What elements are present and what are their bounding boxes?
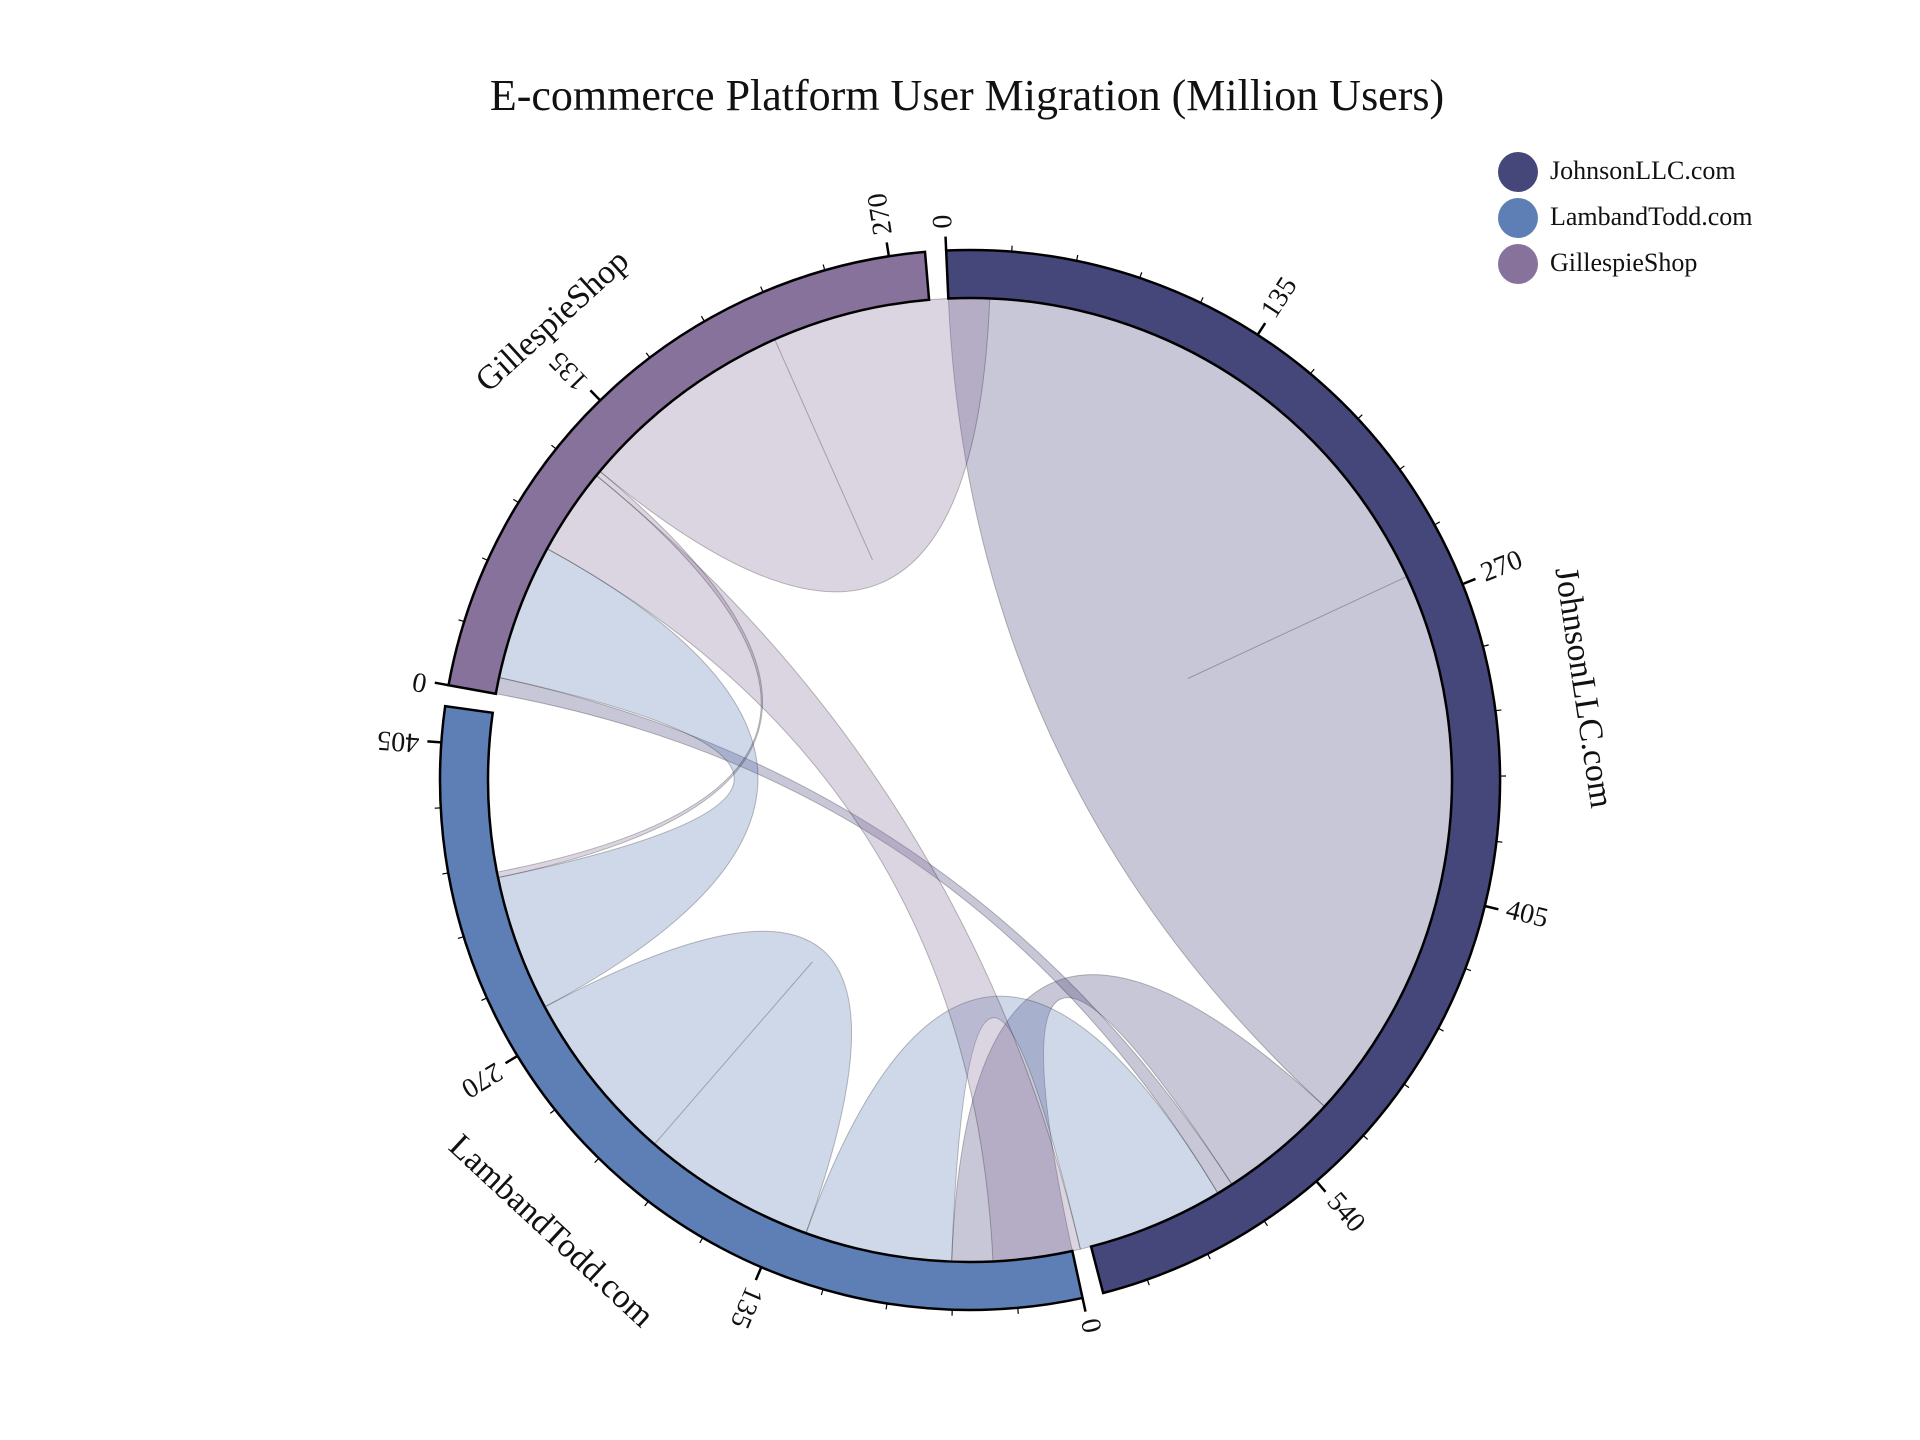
minor-tick: [1482, 644, 1489, 647]
tick-label: 135: [1255, 272, 1304, 324]
minor-tick: [700, 315, 705, 322]
minor-tick: [760, 286, 764, 293]
minor-tick: [822, 264, 826, 271]
ribbons-layer: [495, 297, 1453, 1263]
minor-tick: [594, 1157, 600, 1164]
minor-tick: [458, 619, 465, 623]
chart-title: E-commerce Platform User Migration (Mill…: [490, 71, 1444, 120]
minor-tick: [1206, 1253, 1211, 1260]
major-tick: [885, 242, 891, 257]
minor-tick: [513, 498, 519, 504]
minor-tick: [820, 1289, 824, 1296]
major-tick: [1484, 904, 1499, 911]
minor-tick: [481, 997, 488, 1001]
legend-label-GillespieShop: GillespieShop: [1550, 248, 1697, 277]
tick-label: 540: [1321, 1186, 1372, 1238]
major-tick: [1081, 1297, 1087, 1312]
ribbon-JohnsonLLC.com-to-JohnsonLLC.com: [947, 297, 1453, 1108]
minor-tick: [1496, 840, 1503, 843]
ribbon-GillespieShop-to-JohnsonLLC.com: [546, 474, 1081, 1262]
minor-tick: [457, 936, 464, 940]
minor-tick: [1403, 1083, 1410, 1089]
arcs-layer: [438, 248, 1502, 1312]
major-tick: [427, 740, 442, 744]
major-tick: [754, 1266, 763, 1281]
major-tick: [1315, 1180, 1327, 1193]
major-tick: [434, 681, 449, 687]
legend-label-JohnsonLLC.com: JohnsonLLC.com: [1550, 156, 1736, 185]
minor-tick: [1495, 709, 1502, 712]
legend: JohnsonLLC.com LambandTodd.com GillespieSh…: [1498, 152, 1753, 284]
group-arc-LambandTodd.com: [438, 704, 1085, 1312]
group-arc-JohnsonLLC.com: [944, 248, 1502, 1295]
minor-tick: [551, 444, 557, 450]
tick-label: 405: [376, 724, 420, 758]
minor-tick: [699, 1237, 704, 1244]
minor-tick: [645, 352, 651, 358]
legend-swatch-GillespieShop: [1498, 244, 1538, 284]
minor-tick: [1362, 1134, 1369, 1140]
tick-label: 0: [410, 666, 429, 699]
tick-label: 0: [1074, 1316, 1107, 1336]
legend-swatch-JohnsonLLC.com: [1498, 152, 1538, 192]
minor-tick: [549, 1109, 556, 1114]
tick-label: 270: [862, 191, 899, 237]
tick-label: 135: [724, 1282, 769, 1333]
minor-tick: [1399, 465, 1405, 470]
tick-label: 405: [1503, 894, 1551, 934]
minor-tick: [1434, 521, 1441, 526]
tick-label: 135: [543, 345, 595, 397]
major-tick: [504, 1054, 519, 1065]
major-tick: [1462, 577, 1476, 586]
minor-tick: [1139, 272, 1143, 279]
group-arc-GillespieShop: [447, 250, 931, 696]
tick-label: 270: [1476, 544, 1526, 588]
tick-label: 0: [927, 214, 959, 229]
minor-tick: [1017, 1307, 1019, 1314]
tick-label: 270: [456, 1056, 508, 1104]
major-tick: [944, 236, 948, 251]
minor-tick: [1263, 1220, 1269, 1227]
legend-swatch-LambandTodd.com: [1498, 198, 1538, 238]
minor-tick: [481, 557, 488, 561]
minor-tick: [442, 872, 449, 875]
major-tick: [1256, 322, 1267, 336]
minor-tick: [1146, 1279, 1150, 1286]
minor-tick: [1199, 297, 1204, 304]
group-label-JohnsonLLC.com: JohnsonLLC.com: [1547, 565, 1620, 811]
major-tick: [589, 389, 602, 402]
minor-tick: [644, 1200, 649, 1207]
minor-tick: [1309, 368, 1315, 375]
minor-tick: [1465, 968, 1472, 972]
minor-tick: [1075, 254, 1079, 261]
minor-tick: [885, 1303, 888, 1310]
minor-tick: [1437, 1027, 1444, 1032]
legend-label-LambandTodd.com: LambandTodd.com: [1550, 202, 1753, 231]
minor-tick: [1357, 414, 1363, 420]
